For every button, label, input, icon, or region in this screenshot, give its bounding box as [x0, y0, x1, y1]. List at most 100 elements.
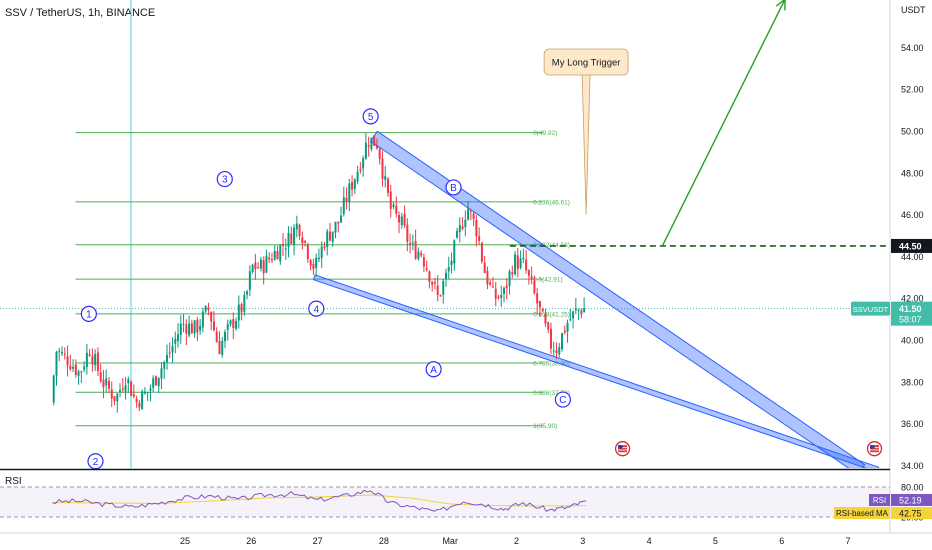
candle-down	[212, 321, 215, 331]
candle-up	[116, 393, 119, 402]
candle-up	[334, 221, 337, 233]
price-tick-label: 46.00	[901, 210, 924, 220]
candle-down	[483, 262, 486, 274]
rsi-line	[52, 489, 587, 512]
price-axis[interactable]: 34.00 36.00 38.00 40.00 42.00 44.00 46.00 48.00…	[901, 43, 924, 471]
target-arrow-head[interactable]	[775, 0, 786, 11]
annotation-text: My Long Trigger	[552, 58, 621, 69]
level-price-badge	[891, 238, 932, 253]
candle-up	[149, 388, 152, 391]
candle-up	[204, 306, 207, 312]
candle-up	[199, 325, 202, 331]
candle-down	[494, 288, 497, 299]
price-tick-label: 50.00	[901, 127, 924, 137]
candle-down	[110, 389, 113, 399]
candle-up	[201, 311, 204, 328]
wedge-trendlines[interactable]	[312, 130, 880, 474]
candle-up	[165, 354, 168, 363]
target-arrow[interactable]	[661, 0, 786, 247]
wave-marker	[80, 305, 97, 322]
candle-down	[196, 319, 199, 333]
candle-up	[293, 227, 296, 245]
candle-down	[218, 341, 221, 354]
candle-up	[61, 352, 64, 354]
candle-up	[340, 215, 343, 223]
fib-level-label: 0.886(37.50)	[533, 390, 570, 397]
candle-down	[337, 221, 340, 224]
price-tick-label: 36.00	[901, 419, 924, 429]
candle-up	[85, 352, 88, 368]
annotation-box[interactable]	[543, 48, 629, 76]
wave-marker	[216, 170, 233, 188]
candle-up	[467, 208, 470, 220]
rsi-band-fill	[0, 487, 890, 517]
candle-up	[119, 389, 122, 392]
candle-down	[257, 267, 260, 269]
candle-down	[210, 311, 213, 322]
candle-down	[497, 296, 500, 298]
candle-up	[370, 137, 373, 150]
candle-up	[83, 366, 86, 370]
candle-up	[235, 321, 238, 329]
rsi-ma-value-text: 42.75	[899, 509, 922, 519]
candle-down	[425, 268, 428, 270]
time-axis[interactable]: 25 26 27 28 Mar 2 3 4 5 6 7	[180, 536, 851, 546]
candle-up	[273, 250, 276, 260]
candle-down	[102, 379, 105, 388]
event-icons[interactable]	[614, 441, 883, 457]
candle-up	[384, 176, 387, 180]
lower-trendline-band[interactable]	[312, 274, 880, 472]
upper-trendline-band[interactable]	[369, 130, 866, 474]
candle-down	[395, 205, 398, 214]
candle-up	[342, 197, 345, 214]
wave-label: 5	[368, 112, 374, 123]
candle-up	[246, 291, 249, 295]
candle-down	[511, 272, 514, 275]
candle-up	[522, 257, 525, 259]
candle-down	[428, 271, 431, 282]
candle-down	[345, 197, 348, 202]
price-tick-label: 44.00	[901, 252, 924, 262]
target-arrow-shaft[interactable]	[661, 0, 786, 247]
candle-up	[353, 179, 356, 189]
candle-up	[179, 323, 182, 335]
candle-up	[315, 257, 318, 268]
candle-up	[80, 371, 83, 373]
wave-label: 3	[222, 175, 228, 186]
candle-up	[143, 391, 146, 394]
candle-up	[193, 320, 196, 334]
fib-level-label: 0.786(38.90)	[533, 360, 570, 367]
candle-up	[503, 287, 506, 294]
candle-down	[538, 301, 541, 308]
candle-up	[445, 272, 448, 280]
symbol-badge	[851, 301, 890, 316]
time-tick-label: 26	[246, 536, 256, 546]
candle-up	[237, 304, 240, 321]
candle-down	[403, 213, 406, 226]
candle-down	[420, 253, 423, 256]
flag-canton-icon	[618, 445, 623, 449]
candle-up	[141, 391, 144, 410]
chart-title: SSV / TetherUS, 1h, BINANCE	[5, 7, 155, 19]
candle-down	[472, 213, 475, 219]
candle-up	[569, 319, 572, 321]
candle-up	[519, 258, 522, 268]
candle-down	[486, 270, 489, 285]
candle-down	[168, 352, 171, 354]
candlestick-series	[52, 133, 586, 413]
time-tick-label: 25	[180, 536, 190, 546]
candle-down	[381, 158, 384, 179]
candle-down	[96, 352, 99, 371]
candle-up	[58, 351, 61, 353]
price-tick-label: 52.00	[901, 85, 924, 95]
candle-up	[456, 230, 459, 238]
time-tick-label: 27	[313, 536, 323, 546]
candle-up	[508, 271, 511, 286]
candle-up	[224, 332, 227, 342]
long-trigger-annotation[interactable]: My Long Trigger	[543, 48, 629, 215]
candle-down	[107, 380, 110, 389]
candle-up	[364, 142, 367, 159]
time-tick-label: Mar	[442, 536, 458, 546]
